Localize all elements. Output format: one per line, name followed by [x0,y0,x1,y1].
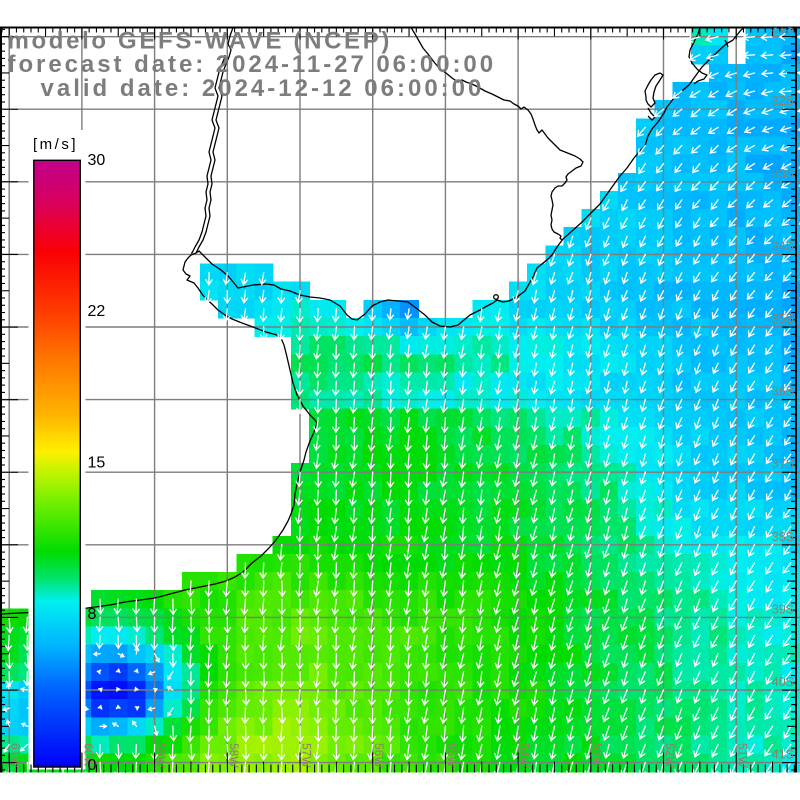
svg-text:37S: 37S [772,457,794,471]
svg-text:40S: 40S [772,675,794,689]
svg-text:59W: 59W [154,743,168,768]
svg-text:0: 0 [88,757,97,774]
svg-text:forecast date: 2024-11-27 06:0: forecast date: 2024-11-27 06:00:00 [8,51,497,78]
svg-text:60W: 60W [81,743,95,768]
svg-text:15: 15 [88,455,106,472]
svg-text:38S: 38S [772,530,794,544]
svg-text:54W: 54W [518,743,532,768]
svg-text:56W: 56W [372,743,386,768]
svg-text:51W: 51W [736,743,750,768]
svg-text:8: 8 [88,606,97,623]
svg-text:valid date: 2024-12-12 06:00:0: valid date: 2024-12-12 06:00:00 [41,75,485,102]
svg-text:34S: 34S [772,239,794,253]
svg-text:39S: 39S [772,602,794,616]
svg-text:36S: 36S [772,385,794,399]
svg-text:32S: 32S [772,94,794,108]
svg-text:52W: 52W [663,743,677,768]
svg-text:modelo GEFS-WAVE (NCEP): modelo GEFS-WAVE (NCEP) [8,28,393,55]
svg-text:58W: 58W [227,743,241,768]
svg-text:61W: 61W [9,743,23,768]
svg-text:22: 22 [88,303,106,320]
svg-text:31S: 31S [772,22,794,36]
svg-text:33S: 33S [772,167,794,181]
svg-text:53W: 53W [590,743,604,768]
svg-text:35S: 35S [772,312,794,326]
svg-text:[m/s]: [m/s] [33,136,78,153]
svg-text:41S: 41S [772,748,794,762]
svg-text:30: 30 [88,152,106,169]
svg-text:57W: 57W [300,743,314,768]
svg-text:55W: 55W [445,743,459,768]
